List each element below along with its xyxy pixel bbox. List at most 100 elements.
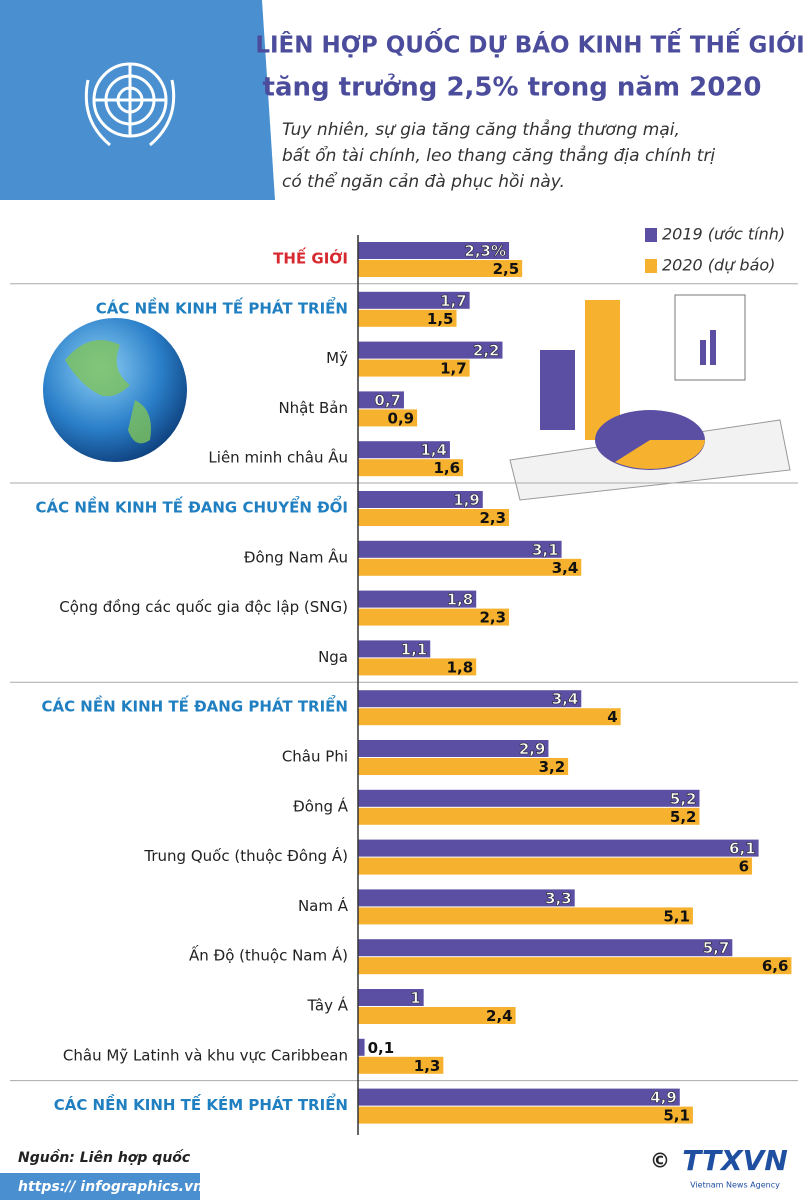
source: Nguồn: Liên hợp quốc [18, 1149, 191, 1166]
agency-name: Vietnam News Agency [690, 1181, 780, 1190]
bar [358, 459, 464, 477]
bar [358, 260, 523, 277]
note-line: bất ổn tài chính, leo thang căng thẳng đ… [282, 145, 715, 166]
value-label: 6,1 [729, 840, 756, 858]
category-label: Nga [318, 648, 348, 666]
value-label: 3,4 [552, 559, 579, 577]
un-logo [84, 62, 176, 147]
agency-logo: TTXVN [682, 1144, 788, 1177]
bar [358, 359, 470, 377]
illustration [509, 294, 791, 501]
category-label: Đông Nam Âu [244, 547, 348, 566]
value-label: 2,9 [519, 740, 546, 758]
bar [358, 509, 510, 526]
bar [358, 939, 733, 957]
bar [358, 1007, 516, 1024]
group-label: CÁC NỀN KINH TẾ ĐANG PHÁT TRIỂN [41, 694, 348, 716]
url: https:// infographics.vn [18, 1179, 203, 1195]
value-label: 5,7 [703, 939, 730, 957]
url-band [0, 1173, 200, 1200]
continents [65, 340, 151, 444]
value-label: 1,4 [420, 441, 447, 459]
bar [358, 857, 753, 875]
value-label: 2,3 [479, 609, 506, 627]
value-label: 3,4 [552, 690, 579, 708]
value-label: 1 [410, 989, 420, 1007]
value-label: 5,1 [663, 907, 690, 925]
value-label: 5,2 [670, 808, 697, 826]
bar [358, 889, 575, 907]
title: LIÊN HỢP QUỐC DỰ BÁO KINH TẾ THẾ GIỚI [255, 28, 804, 59]
bar [358, 590, 477, 608]
bar [358, 1056, 444, 1074]
value-label: 1,3 [414, 1057, 441, 1075]
bar [358, 391, 404, 409]
value-label: 1,1 [401, 640, 428, 658]
bar [358, 242, 510, 259]
bar [358, 441, 450, 459]
value-label: 4,9 [650, 1089, 677, 1107]
category-label: Cộng đồng các quốc gia độc lập (SNG) [59, 598, 348, 616]
copyright: © [650, 1149, 670, 1173]
value-label: 5,1 [663, 1107, 690, 1125]
bar [358, 789, 700, 807]
bar [358, 708, 621, 726]
bar [358, 409, 418, 427]
value-label: 3,1 [532, 541, 559, 559]
legend-label: 2020 (dự báo) [662, 256, 775, 275]
bar [358, 1088, 680, 1106]
value-label: 6,6 [762, 957, 789, 975]
bar [358, 758, 569, 775]
bar [358, 690, 582, 708]
value-label: 3,2 [539, 758, 566, 776]
bar [358, 957, 792, 975]
value-label: 1,7 [440, 360, 467, 378]
value-label: 2,3 [479, 509, 506, 527]
value-label: 1,5 [427, 310, 454, 328]
bar [358, 839, 759, 857]
value-label: 6 [739, 858, 749, 876]
category-label: Liên minh châu Âu [208, 448, 348, 467]
bar [358, 540, 562, 558]
bar [358, 658, 477, 676]
bar [358, 740, 549, 757]
bar [358, 341, 503, 359]
value-label: 1,8 [447, 658, 474, 676]
value-label: 2,3% [464, 242, 506, 260]
category-label: Tây Á [306, 996, 348, 1015]
category-label: Nhật Bản [278, 399, 348, 417]
value-label: 0,9 [388, 409, 415, 427]
bar [358, 491, 483, 508]
category-label: Nam Á [298, 896, 349, 915]
legend-swatch [645, 228, 657, 242]
category-label: Châu Mỹ Latinh và khu vực Caribbean [63, 1046, 348, 1064]
category-label: Đông Á [293, 796, 349, 815]
bar [358, 1038, 365, 1056]
bar [358, 291, 470, 309]
bar [358, 608, 510, 626]
group-label: THẾ GIỚI [273, 247, 348, 268]
bar [358, 309, 457, 327]
value-label: 1,8 [447, 591, 474, 609]
group-label: CÁC NỀN KINH TẾ ĐANG CHUYỂN ĐỔI [36, 495, 348, 517]
bar [358, 1106, 693, 1124]
subtitle: tăng trưởng 2,5% trong năm 2020 [263, 72, 762, 103]
note-line: Tuy nhiên, sự gia tăng căng thẳng thương… [282, 119, 680, 140]
note-line: có thể ngăn cản đà phục hồi này. [282, 171, 565, 192]
bar [358, 807, 700, 825]
bar [358, 640, 431, 658]
value-label: 1,9 [453, 491, 480, 509]
category-label: Ấn Độ (thuộc Nam Á) [189, 944, 348, 965]
group-label: CÁC NỀN KINH TẾ KÉM PHÁT TRIỂN [54, 1092, 348, 1114]
value-label: 2,4 [486, 1007, 513, 1025]
category-label: Mỹ [326, 349, 348, 367]
value-label: 1,7 [440, 292, 467, 310]
legend-label: 2019 (ước tính) [662, 225, 785, 244]
category-label: Châu Phi [282, 748, 348, 766]
bar [358, 558, 582, 576]
value-label: 2,5 [493, 260, 520, 278]
bar [358, 989, 424, 1006]
value-label: 0,7 [374, 391, 401, 409]
value-label: 2,2 [473, 342, 500, 360]
